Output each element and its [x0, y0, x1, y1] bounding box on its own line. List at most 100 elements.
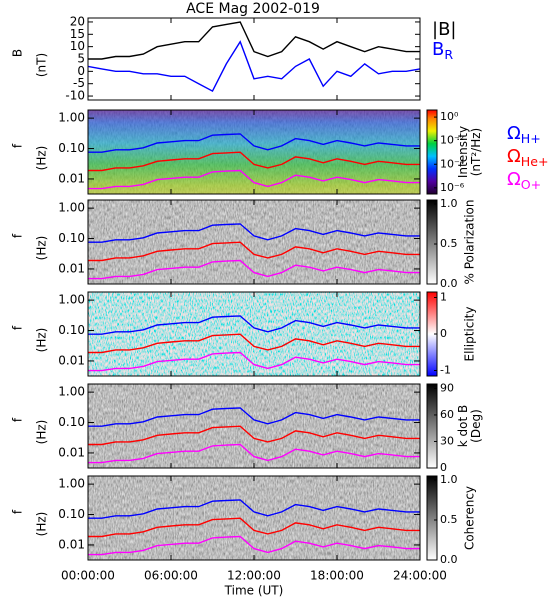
y-tick-label: 10 — [70, 39, 85, 53]
legend-name: B — [432, 39, 444, 60]
y-tick-label: -10 — [65, 89, 85, 103]
series-line — [88, 133, 420, 153]
y-tick-label: 0.10 — [58, 507, 85, 521]
spectrogram-image — [88, 476, 420, 560]
y-tick-label: 1.00 — [58, 293, 85, 307]
spectrogram-image — [88, 292, 420, 376]
colorbar-tick-label: 0.5 — [440, 237, 458, 250]
series-line — [88, 517, 420, 538]
series-line — [88, 169, 420, 190]
colorbar-tick-label: 0.0 — [440, 277, 458, 290]
y-axis-label: (nT) — [35, 53, 49, 77]
legend-subscript: O+ — [521, 177, 541, 192]
colorbar — [426, 383, 438, 469]
spectrogram-image — [88, 200, 420, 284]
colorbar-tick-label: 60 — [440, 408, 454, 421]
y-tick-label: 0.01 — [58, 261, 85, 275]
series-line — [88, 21, 420, 60]
legend-entry: ΩHe+ — [507, 146, 549, 169]
y-axis-label: f — [11, 325, 25, 330]
plot-frame — [87, 383, 421, 469]
colorbar-label: (nT²/Hz) — [469, 128, 483, 176]
series-line — [88, 40, 420, 93]
y-tick-label: 0.01 — [58, 353, 85, 367]
plot-frame — [87, 17, 421, 101]
legend-name: Ω — [507, 123, 521, 144]
series-line — [88, 259, 420, 280]
colorbar-tick-label: 10⁻⁴ — [440, 157, 465, 170]
series-line — [88, 223, 420, 243]
colorbar-label: Ellipticity — [463, 307, 477, 362]
y-tick-label: 0.01 — [58, 171, 85, 185]
y-tick-label: 0.10 — [58, 415, 85, 429]
legend-entry: ΩO+ — [507, 169, 541, 192]
plot-frame — [87, 109, 421, 195]
colorbar-tick-label: 0.0 — [440, 553, 458, 566]
chart-title: ACE Mag 2002-019 — [186, 1, 320, 17]
colorbar-tick-label: 10⁰ — [440, 110, 459, 123]
y-axis-label: B — [11, 49, 25, 57]
x-tick-label: 12:00:00 — [227, 569, 281, 583]
colorbar-tick-label: 1.0 — [440, 473, 458, 486]
colorbar-label: Coherency — [463, 486, 477, 550]
y-axis-label: (Hz) — [35, 512, 49, 537]
colorbar-label: Intensity — [456, 126, 470, 178]
series-line — [88, 499, 420, 519]
y-tick-label: 0.10 — [58, 141, 85, 155]
colorbar-tick-label: 0 — [440, 461, 447, 474]
y-tick-label: 0 — [77, 64, 85, 78]
series-line — [88, 443, 420, 464]
series-line — [88, 151, 420, 172]
colorbar — [426, 109, 438, 195]
y-tick-label: 0.01 — [58, 445, 85, 459]
series-line — [88, 535, 420, 556]
y-tick-label: 0.10 — [58, 231, 85, 245]
y-axis-label: f — [11, 417, 25, 422]
y-axis-label: f — [11, 509, 25, 514]
colorbar-label: (Deg) — [469, 409, 483, 443]
plot-frame — [87, 291, 421, 377]
series-line — [88, 333, 420, 354]
legend-name: Ω — [507, 146, 521, 167]
y-tick-label: 1.00 — [58, 111, 85, 125]
y-tick-label: 20 — [70, 14, 85, 28]
y-axis-label: (Hz) — [35, 328, 49, 353]
series-line — [88, 425, 420, 446]
legend-entry: ΩH+ — [507, 123, 541, 146]
colorbar-tick-label: 0 — [440, 327, 447, 340]
y-axis-label: (Hz) — [35, 146, 49, 171]
series-line — [88, 351, 420, 372]
x-tick-label: 24:00:00 — [393, 569, 447, 583]
colorbar-label: k dot B — [456, 405, 470, 447]
legend-name: |B| — [432, 19, 456, 40]
legend-name: Ω — [507, 169, 521, 190]
y-axis-label: f — [11, 143, 25, 148]
series-line — [88, 407, 420, 427]
colorbar-tick-label: -1 — [440, 364, 451, 377]
colorbar — [426, 199, 438, 285]
colorbar — [426, 475, 438, 561]
plot-frame — [87, 475, 421, 561]
y-tick-label: 0.01 — [58, 537, 85, 551]
colorbar-tick-label: 10⁻² — [440, 134, 464, 147]
legend-entry: |B| — [432, 19, 456, 40]
colorbar-tick-label: 0.5 — [440, 513, 458, 526]
plot-frame — [87, 199, 421, 285]
x-axis-label: Time (UT) — [224, 584, 284, 598]
y-tick-label: 5 — [77, 52, 85, 66]
y-tick-label: 1.00 — [58, 385, 85, 399]
x-tick-label: 06:00:00 — [144, 569, 198, 583]
y-axis-label: (Hz) — [35, 420, 49, 445]
colorbar-tick-label: 10⁻⁶ — [440, 181, 465, 194]
y-axis-label: (Hz) — [35, 236, 49, 261]
legend-subscript: R — [444, 47, 453, 62]
spectrogram-image — [88, 384, 420, 468]
colorbar-tick-label: 1.0 — [440, 197, 458, 210]
legend-entry: BR — [432, 39, 453, 62]
y-axis-label: f — [11, 233, 25, 238]
colorbar-label: % Polarization — [463, 200, 477, 285]
series-line — [88, 241, 420, 262]
colorbar-tick-label: 30 — [440, 434, 454, 447]
colorbar-tick-label: 90 — [440, 381, 454, 394]
